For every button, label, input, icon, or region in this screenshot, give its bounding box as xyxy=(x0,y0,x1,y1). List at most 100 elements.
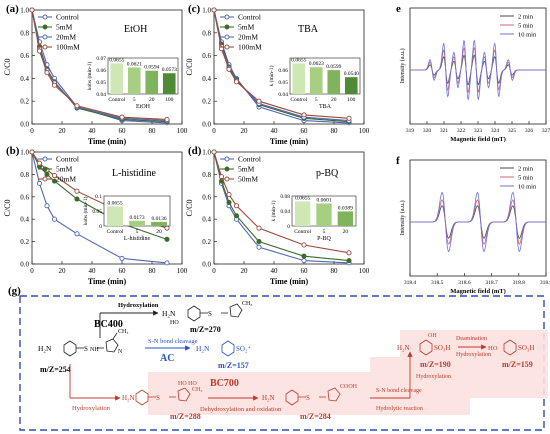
x-tick-label-d: 80 xyxy=(331,267,339,275)
inset-cat-d-0: Control xyxy=(294,229,311,235)
x-tick-label-b: 100 xyxy=(177,267,188,275)
data-point-a-3 xyxy=(44,70,50,76)
x-tick-label-e: 327 xyxy=(542,128,550,134)
legend-label-c-2: 20mM xyxy=(238,33,258,42)
x-tick-label-a: 80 xyxy=(149,127,157,135)
x-tick-label-b: 20 xyxy=(59,267,67,275)
m288-ho: HO HO xyxy=(178,381,197,387)
inset-bar-label-c-1: 0.0623 xyxy=(309,61,324,67)
x-tick-label-f: 318.9 xyxy=(540,280,550,286)
y-tick-label-c: 0.6 xyxy=(202,52,211,60)
panel-label-c: (c) xyxy=(188,3,201,15)
y-tick-label-d: 0.0 xyxy=(202,261,211,269)
label-mz284: m/Z=284 xyxy=(300,412,331,421)
legend-marker-a-3 xyxy=(42,44,48,50)
data-point-b-0 xyxy=(119,255,125,261)
data-point-b-1 xyxy=(74,196,80,202)
molecule-190 xyxy=(419,339,433,356)
pathway-diagram: (g) H₂N S NH CH₃ N m/Z=254 Hydroxylation… xyxy=(8,285,548,431)
inset-y-label-a: kobs (min-1) xyxy=(86,62,93,91)
inset-y-tick-a: 0.07 xyxy=(96,56,106,62)
x-tick-label-e: 320 xyxy=(423,128,432,134)
inset-cat-a-2: 20 xyxy=(149,97,155,103)
inset-y-tick-a: 0.06 xyxy=(96,68,106,74)
x-tick-label-a: 0 xyxy=(30,127,34,135)
y-tick-label-c: 0.0 xyxy=(202,121,211,129)
x-tick-label-c: 20 xyxy=(241,127,249,135)
panel-label-g: (g) xyxy=(8,285,21,297)
y-axis-label-e: Intensity (a.u.) xyxy=(399,48,406,83)
data-point-d-2 xyxy=(346,250,352,256)
legend-marker-a-2 xyxy=(42,34,48,40)
x-tick-label-b: 0 xyxy=(30,267,34,275)
charts-layer: (a) 0 20 40 60 80 100 0.0 0.2 0.4 0.6 0.8 1.0 Time (m… xyxy=(3,3,550,295)
data-point-c-3 xyxy=(226,66,232,72)
label-mz288: m/Z=288 xyxy=(170,412,201,421)
data-point-d-1 xyxy=(226,199,232,205)
label-sn-cleavage: S-N bond cleavage xyxy=(148,338,198,345)
m270-s: S xyxy=(208,310,212,318)
y-tick-label-d: 0.6 xyxy=(202,193,211,201)
m190-oh: OH xyxy=(428,333,437,339)
inset-cat-c-3: 100 xyxy=(347,97,356,103)
inset-bar-label-d-1: 0.0601 xyxy=(316,197,331,203)
label-ac: AC xyxy=(160,353,174,364)
inset-x-label-d: P-BQ xyxy=(317,236,331,242)
x-tick-label-e: 325 xyxy=(508,128,517,134)
x-tick-label-e: 326 xyxy=(525,128,534,134)
inset-y-tick-c: 0.04 xyxy=(278,92,288,98)
molecule-284 xyxy=(285,387,341,406)
label-mz157: m/Z=157 xyxy=(218,361,249,370)
x-tick-label-e: 321 xyxy=(440,128,449,134)
label-sn-cleavage2: S-N bond cleavage xyxy=(376,388,422,394)
y-tick-label-b: 0.4 xyxy=(20,216,29,224)
inset-bar-d-0 xyxy=(294,201,311,226)
y-tick-label-c: 0.4 xyxy=(202,75,211,83)
plot-frame-c xyxy=(213,9,365,125)
legend-label-a-2: 20mM xyxy=(56,33,76,42)
data-point-d-2 xyxy=(211,149,217,155)
legend-label-e-0: 2 min xyxy=(518,14,534,21)
x-tick-label-f: 318.7 xyxy=(485,280,498,286)
x-tick-label-e: 323 xyxy=(474,128,483,134)
data-point-d-1 xyxy=(301,253,307,259)
x-tick-label-f: 318.6 xyxy=(458,280,471,286)
data-point-a-3 xyxy=(51,82,58,88)
inset-y-label-b: kobs (min-1) xyxy=(82,197,89,226)
inset-bar-d-1 xyxy=(316,203,332,226)
x-tick-label-c: 40 xyxy=(271,127,279,135)
x-tick-label-e: 319 xyxy=(406,128,415,134)
y-tick-label-d: 1.0 xyxy=(202,149,211,157)
x-axis-label-c: Time (min) xyxy=(270,137,309,146)
data-point-b-0 xyxy=(51,216,58,222)
inset-y-tick-b: 0.1 xyxy=(95,194,102,200)
label-hydroxylation-right: Hydroxylation xyxy=(416,374,451,380)
data-point-c-3 xyxy=(256,98,262,104)
y-tick-label-b: 0.6 xyxy=(20,193,29,201)
bc700-region xyxy=(148,330,548,415)
chart-title-a: EtOH xyxy=(124,24,147,35)
legend-label-b-0: Control xyxy=(56,155,79,164)
m270-ch3: CH₃ xyxy=(242,301,252,307)
data-point-a-3 xyxy=(119,114,125,120)
y-tick-label-a: 0.6 xyxy=(20,52,29,60)
legend-label-d-1: 5mM xyxy=(238,165,255,174)
data-point-c-3 xyxy=(301,112,307,118)
plot-frame-a xyxy=(31,9,183,125)
x-tick-label-a: 60 xyxy=(119,127,127,135)
legend-label-c-0: Control xyxy=(238,13,261,22)
data-point-b-2 xyxy=(36,160,43,166)
y-tick-label-d: 0.8 xyxy=(202,171,211,179)
inset-bar-c-2 xyxy=(327,70,341,94)
label-bc700: BC700 xyxy=(210,378,239,389)
plot-frame-b xyxy=(31,151,183,265)
spectrum-line-e-2 xyxy=(410,39,546,101)
label-mz159: m/Z=159 xyxy=(502,360,533,369)
data-point-a-3 xyxy=(74,103,80,109)
x-axis-label-e: Magnetic field (mT) xyxy=(450,136,506,143)
inset-y-tick-c: 0.06 xyxy=(278,68,288,74)
parent-isoxazole-n: N xyxy=(118,349,123,355)
plot-frame-f xyxy=(409,159,547,277)
inset-bar-c-3 xyxy=(344,77,358,94)
